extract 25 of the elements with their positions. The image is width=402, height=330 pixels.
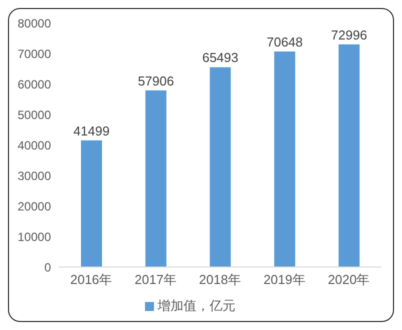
- y-tick-label: 0: [44, 260, 52, 274]
- x-tick-label: 2017年: [134, 272, 177, 288]
- data-label: 70648: [266, 34, 303, 50]
- bar: [81, 140, 102, 267]
- y-tick-label: 80000: [18, 16, 52, 30]
- x-tick-label: 2020年: [328, 272, 370, 288]
- data-label: 72996: [331, 27, 368, 42]
- data-label: 65493: [202, 50, 238, 66]
- x-tick-label: 2018年: [199, 272, 241, 288]
- x-tick-label: 2016年: [70, 272, 112, 288]
- bar: [145, 90, 166, 267]
- data-label: 57906: [138, 73, 174, 88]
- y-tick-label: 40000: [18, 138, 52, 152]
- data-label: 41499: [73, 123, 110, 138]
- bar: [210, 67, 231, 267]
- y-tick-label: 60000: [18, 77, 52, 92]
- bar: [338, 44, 360, 267]
- y-tick-label: 30000: [18, 168, 52, 183]
- y-tick-label: 50000: [18, 108, 52, 122]
- legend-label: 增加值，亿元: [158, 298, 236, 313]
- y-tick-label: 10000: [18, 230, 52, 244]
- x-tick-label: 2019年: [263, 272, 306, 288]
- y-tick-label: 20000: [18, 199, 52, 214]
- bar: [274, 52, 296, 267]
- y-tick-label: 70000: [18, 46, 52, 61]
